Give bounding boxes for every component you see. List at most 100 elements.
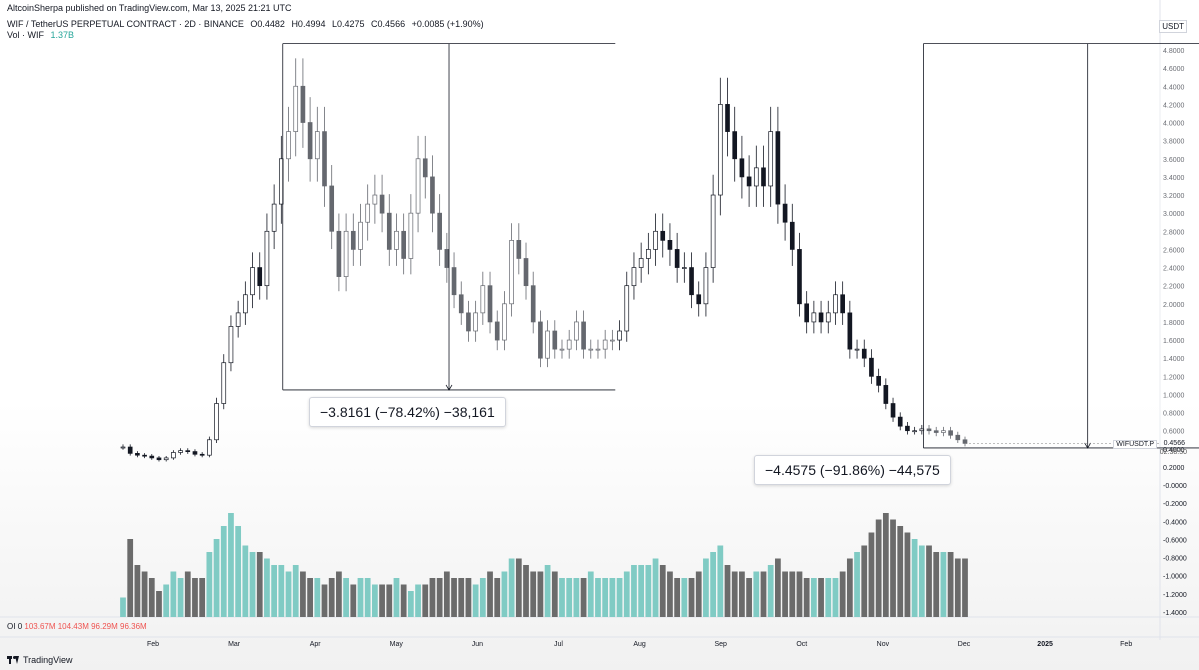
symbol-title: WIF / TetherUS PERPETUAL CONTRACT · 2D ·… [7,19,244,29]
last-price-label: 0.4566 [1163,440,1185,447]
oi-legend: OI 0 103.67M 104.43M 96.29M 96.36M [7,622,147,631]
candle-body [430,176,435,214]
candle-body [833,294,838,314]
candle-body [243,294,248,314]
volume-bar [479,578,486,617]
candle-body [595,348,601,351]
volume-bar [386,584,393,617]
candle-body [869,357,874,377]
volume-bar [652,558,659,617]
volume-bar [163,584,170,617]
volume-bar [544,565,551,617]
volume-bar [199,578,206,617]
candle-body [797,249,802,305]
volume-bar [695,571,702,617]
candle-body [854,348,860,351]
volume-bar [631,565,637,617]
measure-label-2: −4.4575 (−91.86%) −44,575 [754,455,951,485]
candle-body [876,375,881,386]
price-tick-label: 2.0000 [1163,302,1185,309]
time-tick-label: Jul [554,641,563,648]
candle-body [847,312,853,350]
candle-body [394,230,399,250]
volume-bar [551,571,558,617]
volume-bar [587,571,594,617]
price-tick-label: 3.4000 [1163,175,1185,182]
candle-body [941,430,946,433]
price-tick-label: 0.8000 [1163,411,1185,418]
candle-body [221,362,227,404]
ohlc-change: +0.0085 (+1.90%) [411,19,484,29]
volume-bar [767,565,774,617]
candle-body [386,212,392,250]
price-tick-label: 1.0000 [1163,392,1185,399]
volume-bar [220,526,227,617]
volume-bar [645,565,652,617]
candle-body [278,158,284,205]
price-tick-label: 4.6000 [1163,66,1185,73]
candle-body [350,230,356,250]
volume-bar [429,578,436,617]
candle-body [581,321,586,350]
measure-area [923,43,1199,448]
volume-bar [537,571,544,617]
candle-body [343,230,349,277]
candle-body [624,285,630,332]
candle-body [372,194,378,205]
ohlc-open: O0.4482 [250,19,285,29]
candle-body [897,416,903,427]
volume-bar [134,565,141,617]
candle-body [228,326,234,364]
volume-bar [177,578,184,617]
tradingview-icon [7,656,19,664]
time-tick-label: Apr [310,641,322,648]
candle-body [660,230,666,241]
volume-bar [436,578,443,617]
volume-bar [731,571,738,617]
volume-bar [292,565,299,617]
candle-body [696,294,702,305]
volume-bar [580,578,587,617]
volume-bar [465,578,472,617]
candle-body [487,285,493,323]
candle-body [163,457,169,461]
volume-bar [515,558,522,617]
currency-label[interactable]: USDT [1159,20,1187,33]
ohlc-low: L0.4275 [331,19,365,29]
volume-bar [523,565,529,617]
volume-bar [170,571,177,617]
volume-bar [717,545,724,617]
candle-body [178,450,183,453]
candle-body [732,131,738,160]
volume-bar [897,526,904,617]
price-tick-label: -1.0000 [1163,574,1187,581]
volume-bar [184,571,191,617]
measure-label-1: −3.8161 (−78.42%) −38,161 [309,397,506,427]
candle-body [538,321,543,359]
volume-bar [854,552,860,617]
volume-bar [559,578,565,617]
candle-body [933,430,939,433]
time-tick-label: Oct [796,641,807,648]
candle-body [509,240,514,305]
candle-body [235,312,241,327]
volume-bar [724,565,731,617]
volume-bar [882,513,889,617]
measure-tool-2 [923,43,1199,449]
candle-body [135,453,140,456]
time-tick-label: Jun [472,641,483,648]
time-tick-label: Feb [147,641,159,648]
candle-body [602,339,608,350]
volume-bar [839,571,846,617]
time-tick-label: Mar [228,641,241,648]
candle-body [955,434,961,441]
price-tick-label: 4.2000 [1163,102,1185,109]
tradingview-logo[interactable]: TradingView [7,655,73,665]
volume-bar [760,571,767,617]
candle-body [185,450,191,453]
candle-body [207,439,212,456]
candle-body [415,158,421,214]
candle-body [336,230,342,277]
